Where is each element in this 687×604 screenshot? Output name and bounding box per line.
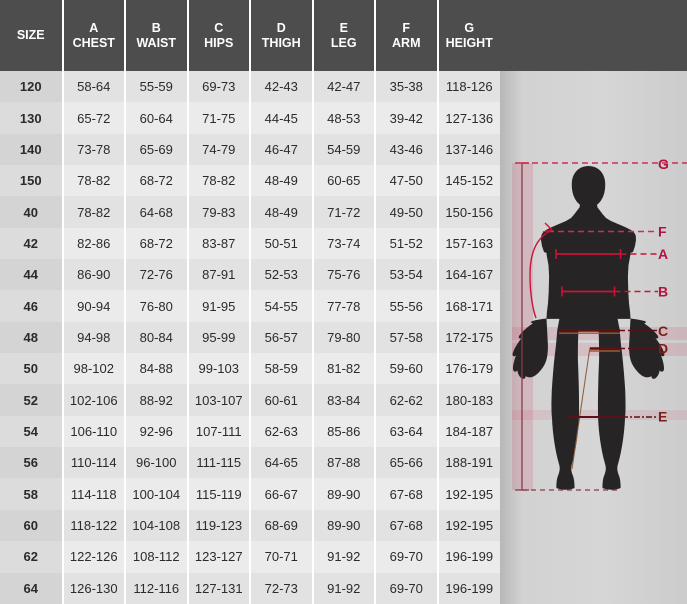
- svg-text:B: B: [658, 284, 668, 300]
- svg-text:C: C: [658, 323, 668, 339]
- svg-text:D: D: [658, 341, 668, 357]
- svg-text:A: A: [658, 246, 668, 262]
- svg-text:E: E: [658, 409, 667, 425]
- svg-text:F: F: [658, 224, 667, 240]
- svg-text:G: G: [658, 156, 669, 172]
